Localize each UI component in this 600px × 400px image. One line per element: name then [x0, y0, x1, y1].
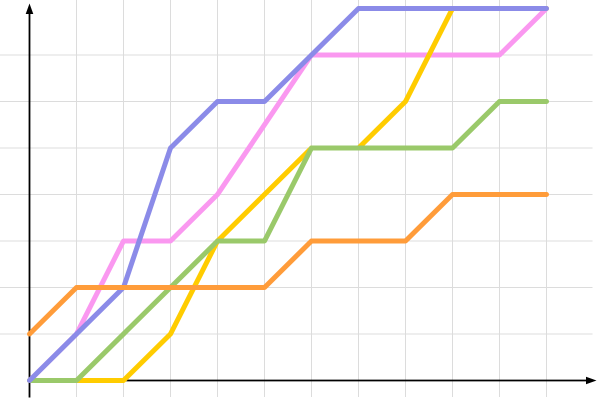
- series-green-line: [27, 99, 549, 383]
- x-axis-arrow-icon: [586, 376, 597, 385]
- y-axis-arrow-icon: [25, 3, 34, 14]
- series-orange-line: [27, 192, 549, 337]
- series-pink-line: [27, 6, 549, 383]
